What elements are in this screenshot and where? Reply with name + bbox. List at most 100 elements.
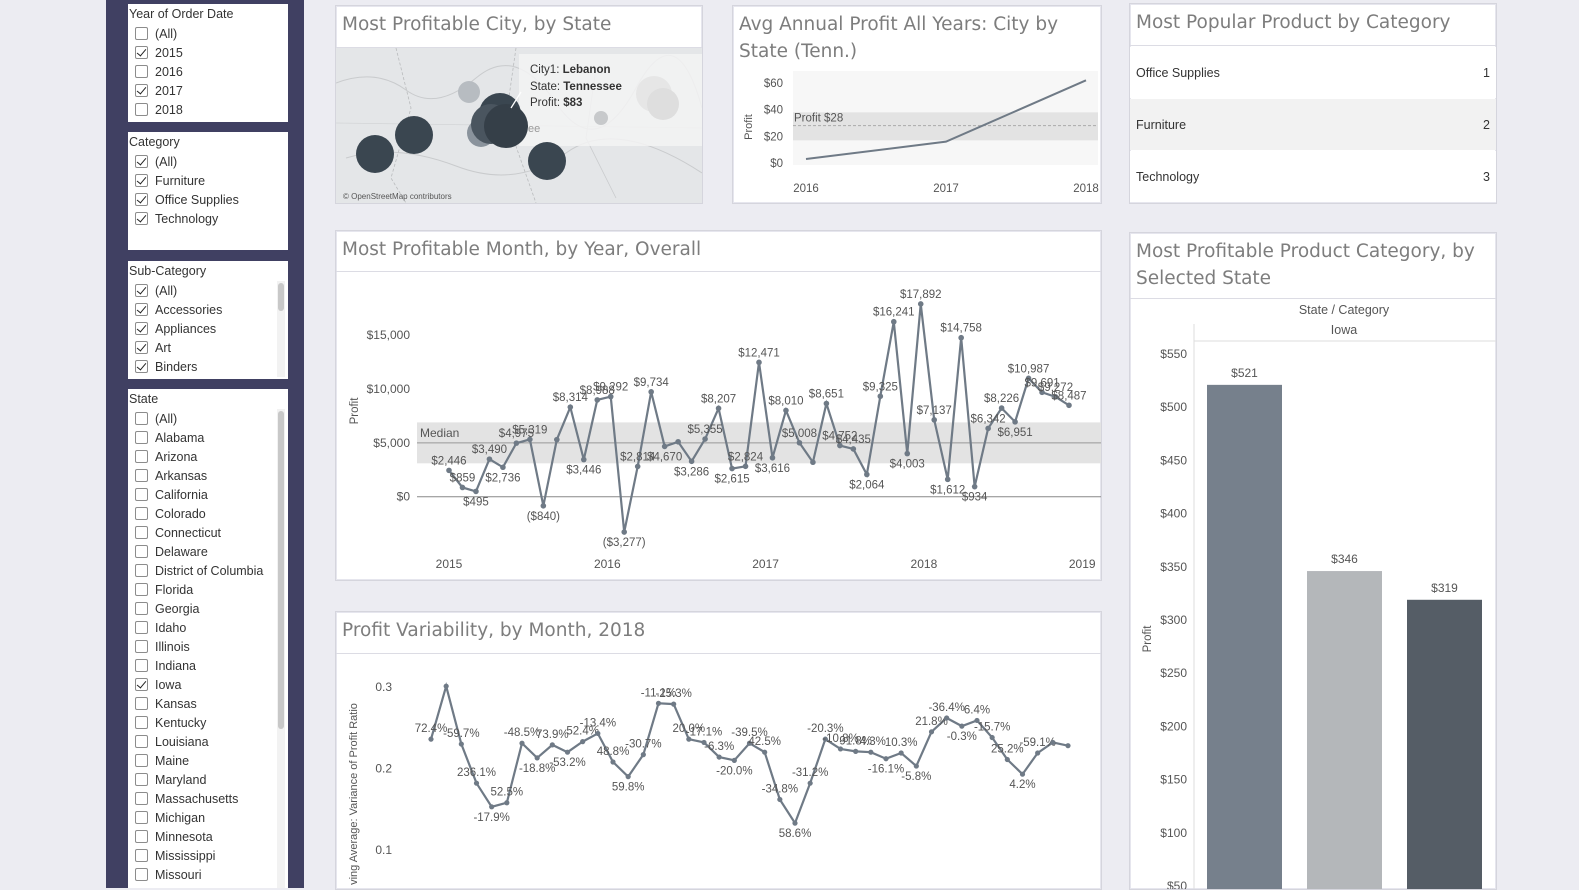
data-point[interactable] — [519, 740, 525, 746]
subcategory-option[interactable]: Binders — [128, 357, 288, 376]
profitable-month-chart[interactable]: Median $15,000 $10,000 $5,000 $0 Profit 2015 20… — [336, 272, 1101, 579]
data-point[interactable] — [850, 446, 857, 452]
data-point[interactable] — [1004, 756, 1010, 763]
data-point[interactable] — [917, 301, 924, 307]
data-point[interactable] — [1025, 375, 1032, 382]
data-point[interactable] — [807, 780, 813, 786]
data-point[interactable] — [686, 736, 692, 742]
checkbox[interactable] — [135, 488, 148, 501]
state-option[interactable]: Kentucky — [128, 713, 288, 732]
state-option[interactable]: Connecticut — [128, 523, 288, 542]
data-point[interactable] — [877, 393, 884, 400]
data-point[interactable] — [777, 796, 783, 803]
checkbox[interactable] — [135, 868, 148, 881]
data-point[interactable] — [731, 757, 737, 763]
state-option[interactable]: Georgia — [128, 599, 288, 618]
checkbox[interactable] — [135, 716, 148, 729]
data-point[interactable] — [944, 715, 950, 721]
data-point[interactable] — [504, 800, 510, 806]
checkbox[interactable] — [135, 545, 148, 558]
variability-chart[interactable]: 0.3 0.2 0.1 ving Average: Variance of Profi… — [336, 654, 1101, 889]
popular-row[interactable]: Furniture 2 — [1130, 99, 1496, 150]
data-point[interactable] — [837, 442, 843, 449]
data-point[interactable] — [762, 749, 768, 755]
data-point[interactable] — [971, 483, 978, 490]
checkbox[interactable] — [135, 507, 148, 520]
data-point[interactable] — [1050, 739, 1056, 746]
state-option[interactable]: Michigan — [128, 808, 288, 827]
data-point[interactable] — [864, 471, 870, 478]
checkbox[interactable] — [135, 659, 148, 672]
data-point[interactable] — [715, 405, 722, 412]
year-option[interactable]: 2017 — [128, 81, 288, 100]
checkbox[interactable] — [135, 212, 148, 225]
checkbox[interactable] — [135, 792, 148, 805]
state-option[interactable]: Kansas — [128, 694, 288, 713]
data-point[interactable] — [428, 736, 434, 742]
category-option[interactable]: (All) — [128, 152, 288, 171]
data-point[interactable] — [729, 465, 735, 472]
checkbox[interactable] — [135, 431, 148, 444]
checkbox[interactable] — [135, 583, 148, 596]
data-point[interactable] — [928, 729, 935, 735]
data-point[interactable] — [595, 730, 601, 737]
checkbox[interactable] — [135, 155, 148, 168]
year-option[interactable]: (All) — [128, 24, 288, 43]
data-point[interactable] — [640, 752, 646, 758]
year-option[interactable]: 2018 — [128, 100, 288, 119]
state-option[interactable]: Delaware — [128, 542, 288, 561]
data-point[interactable] — [898, 750, 904, 756]
checkbox[interactable] — [135, 322, 148, 335]
checkbox[interactable] — [135, 284, 148, 297]
checkbox[interactable] — [135, 103, 148, 116]
state-option[interactable]: Maryland — [128, 770, 288, 789]
data-point[interactable] — [1019, 771, 1026, 777]
data-point[interactable] — [931, 417, 938, 423]
data-point[interactable] — [594, 397, 601, 403]
category-bar-chart[interactable]: State / Category Iowa $550 $500 $450 $400 $350… — [1130, 299, 1496, 889]
state-option[interactable]: Louisiana — [128, 732, 288, 751]
state-option[interactable]: Florida — [128, 580, 288, 599]
data-point[interactable] — [513, 440, 520, 446]
data-point[interactable] — [1052, 394, 1059, 400]
checkbox[interactable] — [135, 811, 148, 824]
data-point[interactable] — [716, 754, 722, 760]
category-bar[interactable] — [1307, 571, 1382, 889]
data-point[interactable] — [610, 759, 616, 765]
subcategory-scroll-track[interactable] — [277, 281, 285, 377]
year-option[interactable]: 2015 — [128, 43, 288, 62]
checkbox[interactable] — [135, 65, 148, 78]
data-point[interactable] — [486, 456, 493, 462]
checkbox[interactable] — [135, 341, 148, 354]
data-point[interactable] — [675, 438, 681, 445]
map-attribution[interactable]: © OpenStreetMap contributors — [343, 192, 452, 201]
state-option[interactable]: Minnesota — [128, 827, 288, 846]
state-option[interactable]: Missouri — [128, 865, 288, 884]
data-point[interactable] — [671, 701, 677, 707]
data-point[interactable] — [661, 443, 668, 450]
data-point[interactable] — [989, 734, 995, 741]
data-point[interactable] — [890, 318, 897, 325]
subcategory-option[interactable]: (All) — [128, 281, 288, 300]
checkbox[interactable] — [135, 84, 148, 97]
data-point[interactable] — [607, 393, 614, 400]
subcategory-option[interactable]: Accessories — [128, 300, 288, 319]
data-point[interactable] — [958, 334, 964, 341]
checkbox[interactable] — [135, 773, 148, 786]
popular-row[interactable]: Technology 3 — [1130, 151, 1496, 202]
data-point[interactable] — [974, 717, 980, 724]
data-point[interactable] — [702, 436, 708, 442]
data-point[interactable] — [580, 456, 587, 463]
category-option[interactable]: Office Supplies — [128, 190, 288, 209]
data-point[interactable] — [443, 683, 449, 689]
data-point[interactable] — [944, 476, 951, 483]
data-point[interactable] — [756, 359, 762, 366]
subcategory-scrollbar[interactable] — [278, 283, 284, 311]
checkbox[interactable] — [135, 526, 148, 539]
city-map[interactable]: ee City1: Lebanon State: Tennessee Profi… — [336, 48, 702, 203]
year-option[interactable]: 2016 — [128, 62, 288, 81]
state-option[interactable]: (All) — [128, 409, 288, 428]
data-point[interactable] — [904, 450, 911, 457]
data-point[interactable] — [567, 404, 574, 410]
state-option[interactable]: Massachusetts — [128, 789, 288, 808]
